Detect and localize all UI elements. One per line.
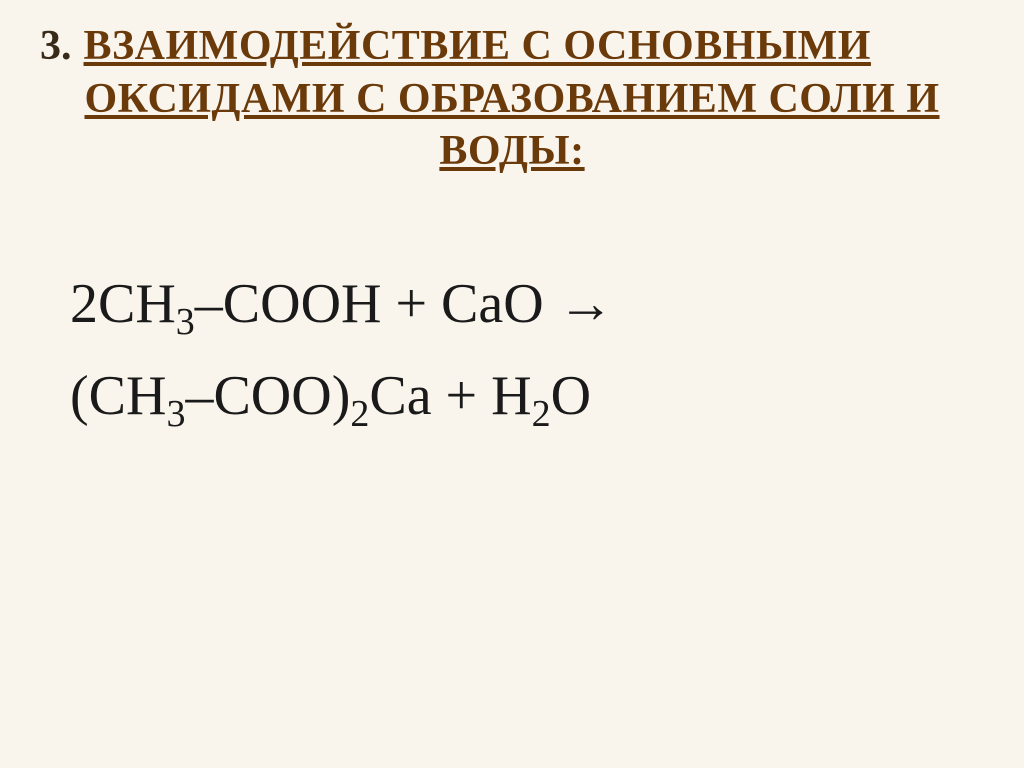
title-highlight: Взаимодействие с основными bbox=[84, 23, 871, 69]
equation-line-2: (CH3–COO)2Ca + H2O bbox=[70, 350, 954, 442]
title-line-3: воды: bbox=[40, 125, 984, 178]
equation-block: 2CH3–COOH + CaO → (CH3–COO)2Ca + H2O bbox=[40, 258, 984, 443]
title-line-1: 3. Взаимодействие с основными bbox=[40, 20, 984, 73]
slide-container: 3. Взаимодействие с основными оксидами с… bbox=[0, 0, 1024, 768]
slide-number: 3. bbox=[40, 23, 72, 69]
title-block: 3. Взаимодействие с основными оксидами с… bbox=[40, 20, 984, 178]
title-line-2: оксидами с образованием соли и bbox=[40, 73, 984, 126]
equation-line-1: 2CH3–COOH + CaO → bbox=[70, 258, 954, 350]
